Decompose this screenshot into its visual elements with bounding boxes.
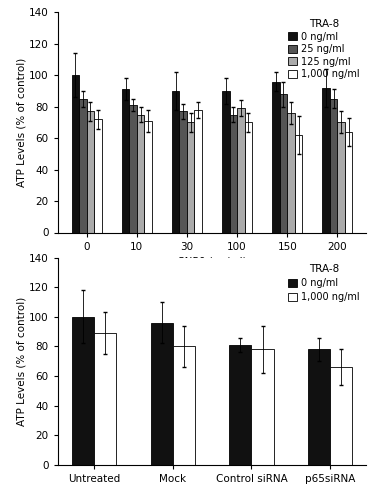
Bar: [144, 121, 152, 232]
Legend: 0 ng/ml, 1,000 ng/ml: 0 ng/ml, 1,000 ng/ml: [286, 262, 362, 304]
Y-axis label: ATP Levels (% of control): ATP Levels (% of control): [16, 296, 26, 426]
Bar: [337, 122, 345, 232]
Bar: [172, 91, 179, 233]
Bar: [345, 132, 352, 232]
Bar: [222, 91, 230, 233]
Bar: [245, 122, 252, 232]
Bar: [280, 94, 287, 232]
Bar: [151, 322, 173, 465]
Bar: [94, 333, 116, 465]
X-axis label: SN50 (μg/ml): SN50 (μg/ml): [178, 257, 246, 267]
Bar: [94, 120, 102, 232]
Bar: [195, 110, 202, 232]
Bar: [237, 108, 245, 232]
Bar: [137, 114, 144, 232]
Bar: [72, 317, 94, 465]
Bar: [295, 135, 302, 232]
Bar: [287, 113, 295, 232]
Bar: [179, 112, 187, 232]
Bar: [230, 114, 237, 232]
Bar: [230, 345, 251, 465]
Bar: [187, 122, 195, 232]
Bar: [272, 82, 280, 233]
Bar: [122, 90, 129, 233]
Bar: [322, 88, 330, 233]
Bar: [308, 350, 330, 465]
Bar: [330, 367, 352, 465]
Legend: 0 ng/ml, 25 ng/ml, 125 ng/ml, 1,000 ng/ml: 0 ng/ml, 25 ng/ml, 125 ng/ml, 1,000 ng/m…: [286, 18, 362, 81]
Bar: [79, 99, 87, 232]
Bar: [251, 350, 273, 465]
Bar: [87, 112, 94, 232]
Bar: [72, 76, 79, 233]
Bar: [173, 346, 195, 465]
Bar: [330, 99, 337, 232]
Bar: [129, 105, 137, 232]
Y-axis label: ATP Levels (% of control): ATP Levels (% of control): [16, 58, 26, 187]
